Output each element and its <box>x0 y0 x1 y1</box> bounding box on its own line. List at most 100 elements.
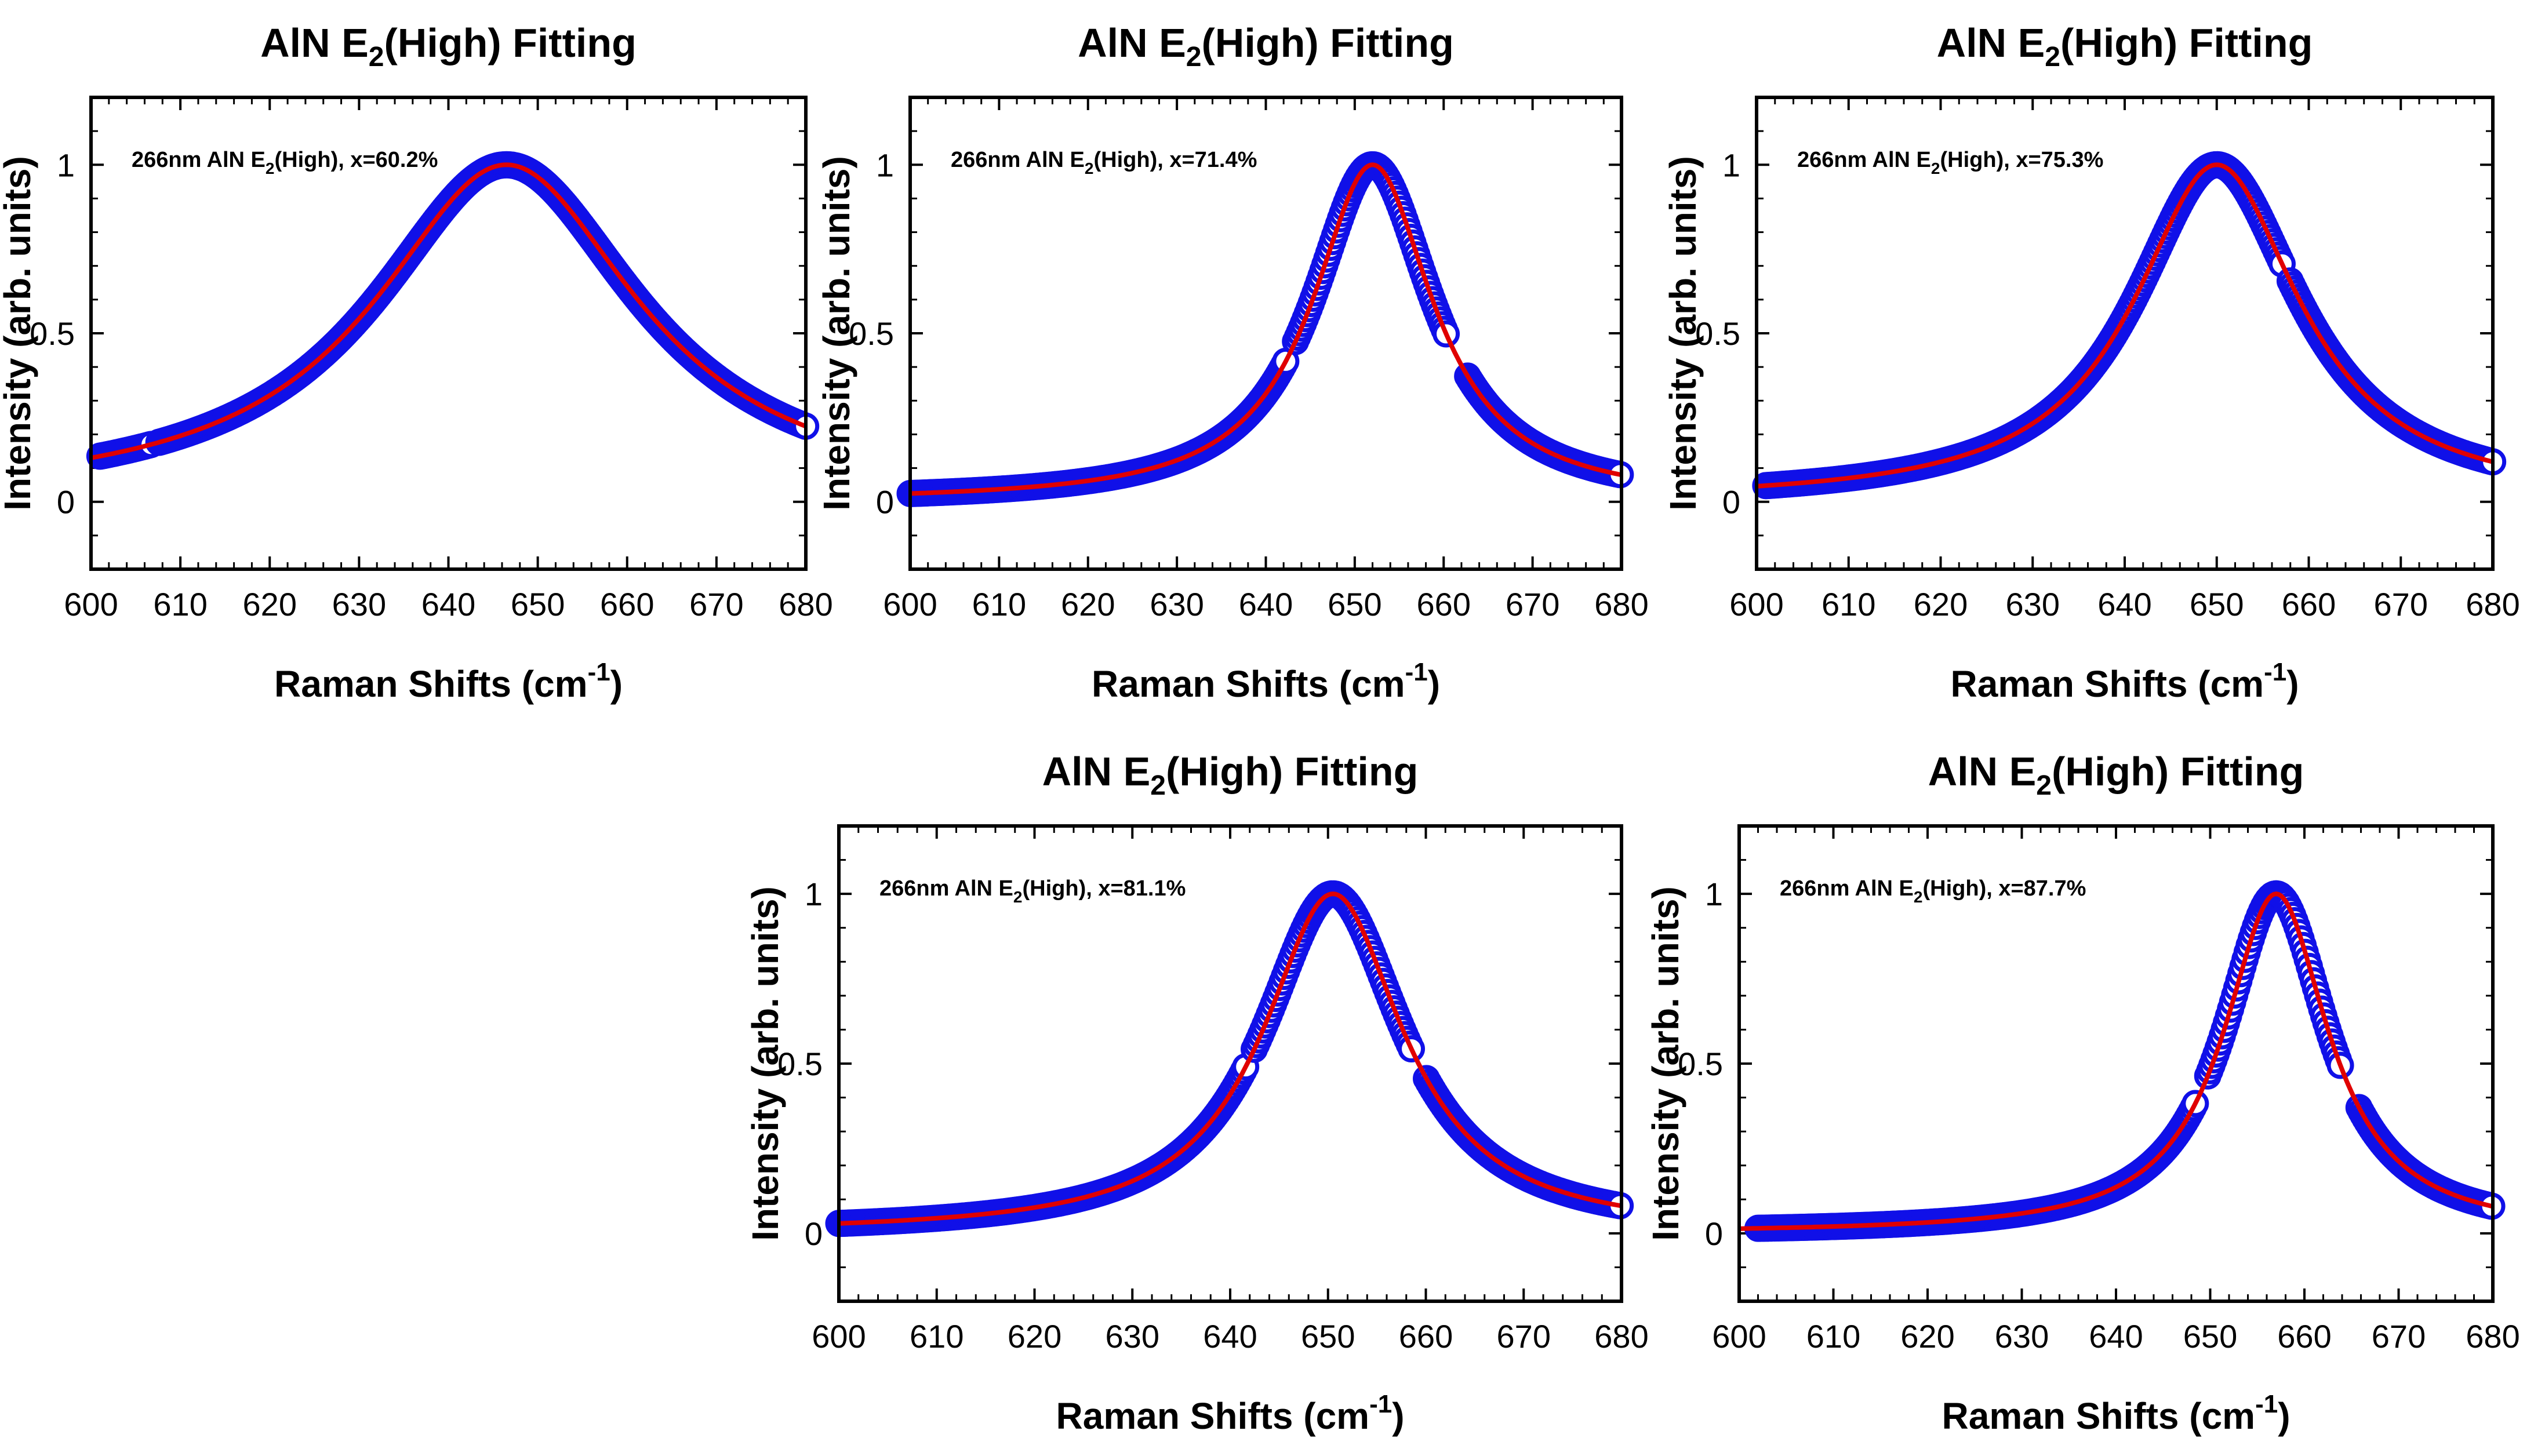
x-tick-label: 660 <box>600 586 654 623</box>
y-tick-label: 0.5 <box>777 1046 823 1082</box>
x-tick-label: 670 <box>2374 586 2428 623</box>
y-axis-label: Intensity (arb. units) <box>1645 886 1686 1241</box>
x-axis-label-superscript: -1 <box>2255 1390 2278 1418</box>
chart-title-rest: (High) Fitting <box>384 20 637 65</box>
y-tick-label: 1 <box>1705 876 1723 912</box>
y-axis-label: Intensity (arb. units) <box>0 156 38 511</box>
axes-frame <box>89 96 808 571</box>
x-tick-label: 650 <box>2183 1318 2237 1355</box>
y-axis-label: Intensity (arb. units) <box>816 156 857 511</box>
x-tick-label: 630 <box>332 586 386 623</box>
x-tick-label: 650 <box>2190 586 2244 623</box>
x-axis-label-superscript: -1 <box>1405 658 1428 686</box>
x-tick-label: 680 <box>1594 586 1648 623</box>
annotation-subscript: 2 <box>266 159 275 177</box>
y-tick-label: 0 <box>1722 484 1740 520</box>
x-tick-label: 630 <box>1995 1318 2049 1355</box>
chart-title-main: AlN E <box>260 20 369 65</box>
x-tick-label: 620 <box>243 586 297 623</box>
fit-line <box>1739 891 2493 1231</box>
x-tick-label: 660 <box>1399 1318 1453 1355</box>
x-tick-label: 620 <box>1914 586 1968 623</box>
y-tick-label: 0.5 <box>1678 1046 1723 1082</box>
x-tick-label: 640 <box>2097 586 2151 623</box>
x-tick-label: 600 <box>1729 586 1783 623</box>
annotation-pre: 266nm AlN E <box>1797 148 1931 172</box>
x-tick-label: 600 <box>1712 1318 1766 1355</box>
x-tick-label: 670 <box>2372 1318 2426 1355</box>
x-axis-label: Raman Shifts (cm-1) <box>1092 658 1440 705</box>
fit-line <box>1756 162 2493 489</box>
x-tick-label: 630 <box>1150 586 1204 623</box>
x-axis-label-main: Raman Shifts (cm <box>1056 1395 1370 1437</box>
x-tick-label: 620 <box>1008 1318 1061 1355</box>
x-tick-label: 610 <box>1822 586 1875 623</box>
y-tick-label: 0.5 <box>30 315 75 352</box>
x-tick-label: 610 <box>910 1318 964 1355</box>
annotation-post: (High), x=75.3% <box>1940 148 2103 172</box>
annotation-subscript: 2 <box>1914 888 1923 906</box>
x-tick-label: 640 <box>421 586 475 623</box>
x-tick-label: 680 <box>2466 1318 2519 1355</box>
fit-line <box>838 891 1622 1226</box>
chart-title: AlN E2(High) Fitting <box>1042 749 1419 801</box>
panel-annotation: 266nm AlN E2(High), x=71.4% <box>951 148 1257 177</box>
x-tick-label: 630 <box>2006 586 2060 623</box>
panel-annotation: 266nm AlN E2(High), x=87.7% <box>1780 876 2086 906</box>
chart-title: AlN E2(High) Fitting <box>260 20 637 72</box>
chart-title: AlN E2(High) Fitting <box>1078 20 1454 72</box>
chart-title: AlN E2(High) Fitting <box>1937 20 2313 72</box>
chart-title-main: AlN E <box>1042 749 1151 794</box>
x-tick-label: 610 <box>972 586 1026 623</box>
x-tick-label: 600 <box>812 1318 866 1355</box>
annotation-pre: 266nm AlN E <box>1780 876 1914 901</box>
x-tick-label: 640 <box>1203 1318 1257 1355</box>
x-tick-label: 610 <box>1806 1318 1860 1355</box>
y-tick-label: 1 <box>57 147 75 183</box>
x-axis-label-superscript: -1 <box>1369 1390 1392 1418</box>
x-axis-label-rest: ) <box>2278 1395 2290 1437</box>
annotation-post: (High), x=87.7% <box>1922 876 2086 901</box>
annotation-post: (High), x=60.2% <box>274 148 438 172</box>
annotation-post: (High), x=71.4% <box>1093 148 1257 172</box>
chart-title-rest: (High) Fitting <box>1166 749 1418 794</box>
x-tick-label: 670 <box>1506 586 1559 623</box>
chart-title-main: AlN E <box>1078 20 1186 65</box>
x-tick-label: 620 <box>1900 1318 1954 1355</box>
panel-annotation: 266nm AlN E2(High), x=81.1% <box>879 876 1186 906</box>
x-axis-label: Raman Shifts (cm-1) <box>1951 658 2299 705</box>
chart-title-subscript: 2 <box>1186 42 1202 72</box>
chart-title: AlN E2(High) Fitting <box>1928 749 2304 801</box>
x-axis-label-superscript: -1 <box>2264 658 2286 686</box>
x-tick-label: 680 <box>1594 1318 1648 1355</box>
y-tick-label: 0 <box>876 484 894 520</box>
chart-title-main: AlN E <box>1937 20 2045 65</box>
x-axis-label: Raman Shifts (cm-1) <box>1056 1390 1405 1437</box>
axes-frame <box>837 824 1623 1303</box>
x-tick-label: 650 <box>511 586 565 623</box>
plot-area <box>1752 151 2507 500</box>
plot-area <box>896 151 1634 507</box>
annotation-pre: 266nm AlN E <box>951 148 1085 172</box>
x-tick-label: 660 <box>1417 586 1471 623</box>
chart-title-main: AlN E <box>1928 749 2037 794</box>
x-tick-label: 680 <box>2466 586 2519 623</box>
x-axis-label-main: Raman Shifts (cm <box>274 663 588 705</box>
x-tick-label: 670 <box>689 586 743 623</box>
x-axis-label-main: Raman Shifts (cm <box>1092 663 1405 705</box>
plot-area <box>86 151 820 470</box>
x-axis-label-rest: ) <box>1392 1395 1404 1437</box>
y-tick-label: 1 <box>876 147 894 183</box>
x-tick-label: 610 <box>153 586 207 623</box>
y-tick-label: 0.5 <box>1695 315 1740 352</box>
x-tick-label: 640 <box>1239 586 1293 623</box>
data-series-markers <box>896 151 1634 507</box>
chart-title-subscript: 2 <box>1150 770 1166 801</box>
chart-title-rest: (High) Fitting <box>1202 20 1454 65</box>
x-axis-label-rest: ) <box>2286 663 2299 705</box>
annotation-subscript: 2 <box>1085 159 1094 177</box>
axes-frame <box>1737 824 2495 1303</box>
